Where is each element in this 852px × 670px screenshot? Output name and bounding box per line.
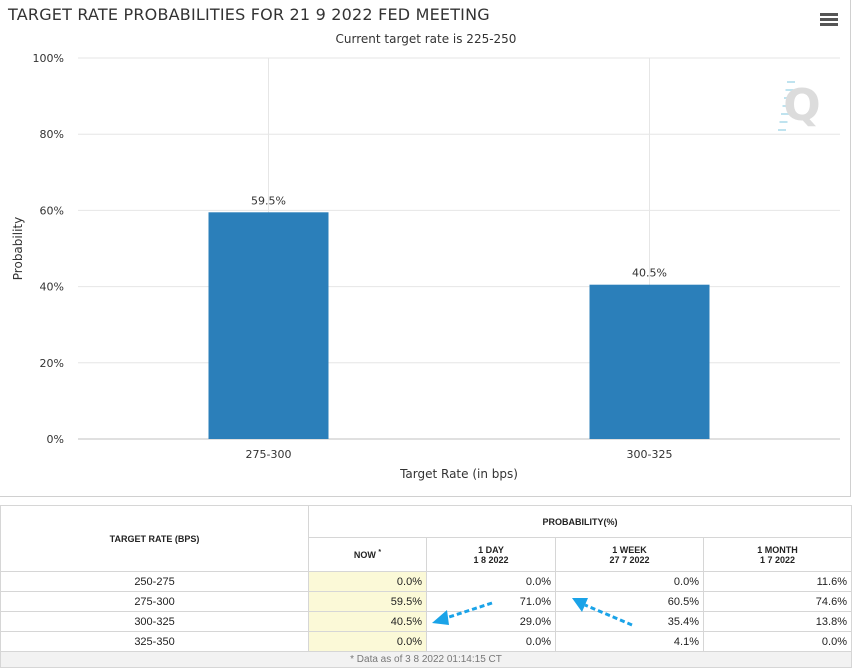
month-cell: 0.0% — [703, 631, 852, 652]
y-axis-title: Probability — [11, 217, 25, 280]
bar-chart: 0% 20% 40% 60% 80% 100% Q 59.5% 275-300 40.5% 300-… — [11, 52, 840, 481]
now-cell: 0.0% — [308, 631, 427, 652]
chart-panel: 0% 20% 40% 60% 80% 100% Q 59.5% 275-300 40.5% 300-… — [0, 0, 851, 497]
y-tick-label: 60% — [40, 204, 64, 217]
week-cell: 0.0% — [555, 571, 704, 592]
data-label: 40.5% — [632, 267, 667, 280]
x-tick-label: 300-325 — [627, 448, 673, 461]
watermark-logo: Q — [783, 80, 820, 131]
y-tick-label: 20% — [40, 357, 64, 370]
x-axis-title: Target Rate (in bps) — [399, 467, 518, 481]
day-cell: 0.0% — [426, 631, 556, 652]
rate-cell: 275-300 — [0, 591, 309, 612]
bar-275-300 — [208, 212, 329, 439]
day-cell: 29.0% — [426, 611, 556, 632]
table-row: 325-350 0.0% 0.0% 4.1% 0.0% — [0, 631, 852, 652]
now-cell: 0.0% — [308, 571, 427, 592]
week-cell: 4.1% — [555, 631, 704, 652]
day-cell: 0.0% — [426, 571, 556, 592]
bar-300-325 — [589, 284, 710, 439]
rate-column-header: TARGET RATE (BPS) — [0, 505, 309, 572]
hamburger-icon-line — [820, 23, 838, 26]
y-tick-label: 40% — [40, 281, 64, 294]
table-footnote: * Data as of 3 8 2022 01:14:15 CT — [0, 651, 852, 668]
chart-menu-button[interactable] — [820, 13, 838, 29]
col-header-1-month: 1 MONTH 1 7 2022 — [703, 537, 852, 572]
now-cell: 40.5% — [308, 611, 427, 632]
month-cell: 13.8% — [703, 611, 852, 632]
col-header-1-week: 1 WEEK 27 7 2022 — [555, 537, 704, 572]
week-cell: 60.5% — [555, 591, 704, 612]
hamburger-icon-line — [820, 13, 838, 16]
rate-cell: 325-350 — [0, 631, 309, 652]
rate-cell: 250-275 — [0, 571, 309, 592]
x-tick-label: 275-300 — [246, 448, 292, 461]
week-cell: 35.4% — [555, 611, 704, 632]
hamburger-icon-line — [820, 18, 838, 21]
now-cell: 59.5% — [308, 591, 427, 612]
rate-cell: 300-325 — [0, 611, 309, 632]
chart-subtitle: Current target rate is 225-250 — [335, 32, 517, 46]
probability-header: PROBABILITY(%) — [308, 505, 852, 538]
probability-table: TARGET RATE (BPS) PROBABILITY(%) NOW * 1… — [0, 505, 852, 668]
y-tick-label: 0% — [47, 433, 64, 446]
y-tick-label: 100% — [33, 52, 64, 65]
chart-title: TARGET RATE PROBABILITIES FOR 21 9 2022 … — [8, 5, 490, 24]
table-row: 250-275 0.0% 0.0% 0.0% 11.6% — [0, 571, 852, 592]
month-cell: 11.6% — [703, 571, 852, 592]
table-row: 300-325 40.5% 29.0% 35.4% 13.8% — [0, 611, 852, 632]
table-row: 275-300 59.5% 71.0% 60.5% 74.6% — [0, 591, 852, 612]
col-header-1-day: 1 DAY 1 8 2022 — [426, 537, 556, 572]
month-cell: 74.6% — [703, 591, 852, 612]
y-tick-label: 80% — [40, 128, 64, 141]
data-label: 59.5% — [251, 194, 286, 207]
day-cell: 71.0% — [426, 591, 556, 612]
col-header-now: NOW * — [308, 537, 427, 572]
